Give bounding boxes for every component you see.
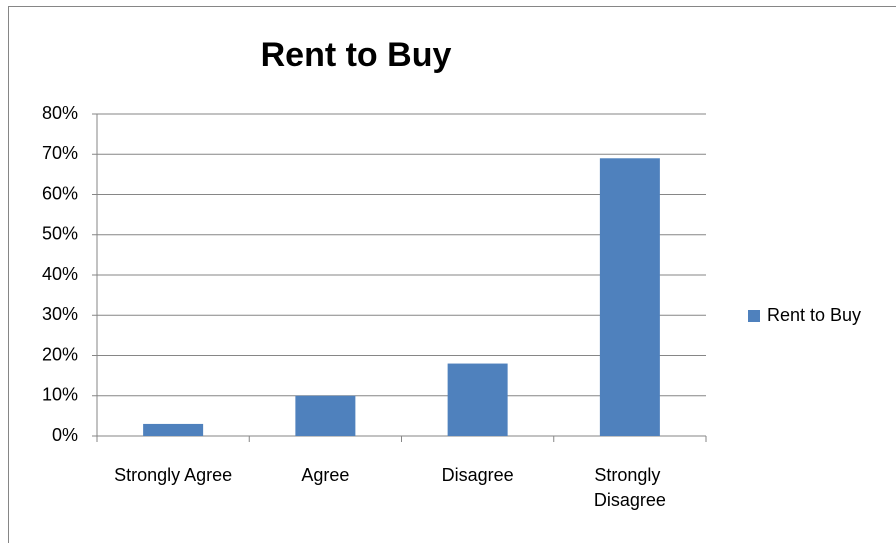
y-tick-label: 40% [42, 264, 78, 284]
x-tick-label: Agree [301, 465, 349, 485]
y-tick-label: 70% [42, 143, 78, 163]
x-tick-label: Strongly Disagree [594, 465, 666, 510]
y-tick-label: 10% [42, 385, 78, 405]
y-tick-label: 30% [42, 304, 78, 324]
chart-title: Rent to Buy [261, 36, 452, 74]
y-tick-label: 60% [42, 183, 78, 203]
bar [143, 423, 204, 436]
legend-swatch [748, 310, 760, 322]
y-tick-label: 20% [42, 344, 78, 364]
legend-label: Rent to Buy [767, 305, 861, 325]
bar [599, 158, 660, 436]
x-tick-label: Strongly Agree [114, 465, 232, 485]
y-tick-label: 0% [52, 425, 78, 445]
bar [447, 363, 508, 436]
y-tick-label: 50% [42, 224, 78, 244]
y-tick-label: 80% [42, 103, 78, 123]
x-tick-label: Disagree [442, 465, 514, 485]
bar [295, 395, 356, 436]
